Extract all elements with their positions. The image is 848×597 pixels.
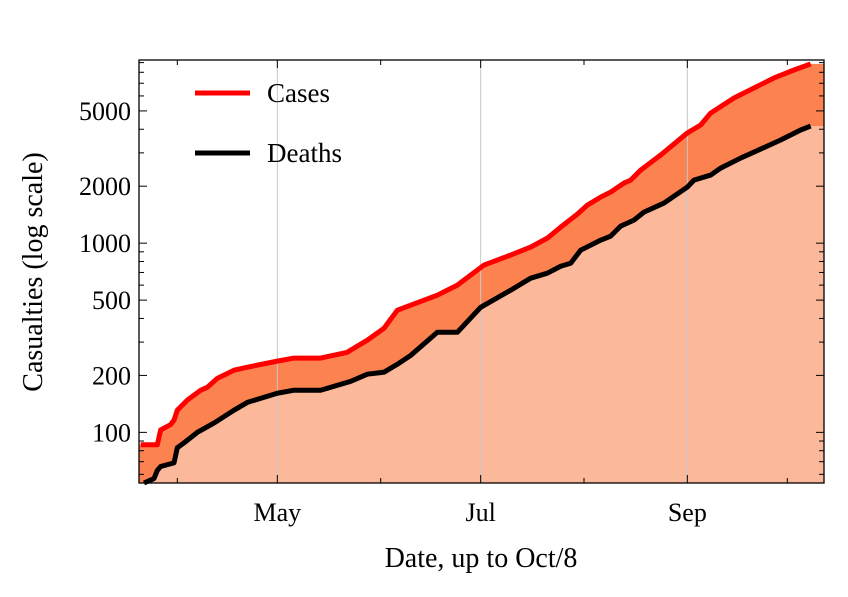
x-axis-label: Date, up to Oct/8 xyxy=(385,543,578,574)
y-tick-label: 100 xyxy=(92,418,131,447)
x-tick-label: Jul xyxy=(465,498,495,527)
y-tick-label: 5000 xyxy=(79,97,131,126)
y-tick-label: 500 xyxy=(92,286,131,315)
x-tick-label: Sep xyxy=(668,498,707,527)
legend-label-deaths: Deaths xyxy=(267,138,342,168)
y-tick-label: 200 xyxy=(92,361,131,390)
y-tick-label: 2000 xyxy=(79,172,131,201)
y-tick-label: 1000 xyxy=(79,229,131,258)
area-fills xyxy=(139,64,824,483)
x-tick-label: May xyxy=(253,498,301,527)
legend-label-cases: Cases xyxy=(267,78,330,108)
legend: Cases Deaths xyxy=(195,78,342,168)
y-axis-label: Casualties (log scale) xyxy=(18,152,49,391)
